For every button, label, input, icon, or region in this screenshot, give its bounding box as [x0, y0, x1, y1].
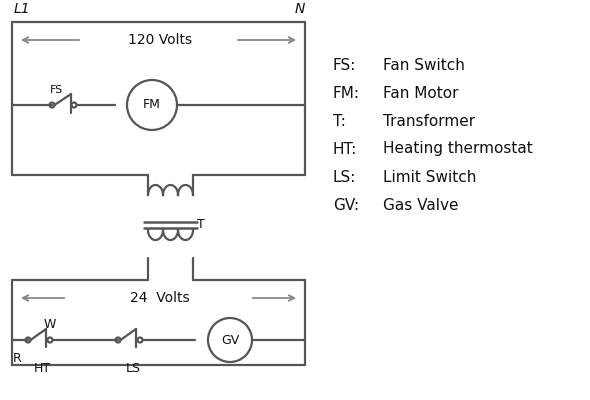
Text: FM: FM — [143, 98, 161, 112]
Text: GV:: GV: — [333, 198, 359, 212]
Text: Fan Motor: Fan Motor — [383, 86, 458, 100]
Text: GV: GV — [221, 334, 239, 346]
Text: T:: T: — [333, 114, 346, 128]
Text: W: W — [44, 318, 56, 332]
Text: Fan Switch: Fan Switch — [383, 58, 465, 72]
Text: 24  Volts: 24 Volts — [130, 291, 190, 305]
Text: Transformer: Transformer — [383, 114, 475, 128]
Text: 120 Volts: 120 Volts — [128, 33, 192, 47]
Text: T: T — [197, 218, 205, 232]
Text: FM:: FM: — [333, 86, 360, 100]
Text: FS:: FS: — [333, 58, 356, 72]
Text: Heating thermostat: Heating thermostat — [383, 142, 533, 156]
Text: HT: HT — [34, 362, 51, 375]
Text: Gas Valve: Gas Valve — [383, 198, 458, 212]
Text: LS:: LS: — [333, 170, 356, 184]
Text: FS: FS — [50, 85, 63, 95]
Text: L1: L1 — [14, 2, 31, 16]
Text: R: R — [13, 352, 22, 365]
Text: N: N — [294, 2, 305, 16]
Text: LS: LS — [126, 362, 141, 375]
Text: Limit Switch: Limit Switch — [383, 170, 476, 184]
Text: HT:: HT: — [333, 142, 358, 156]
